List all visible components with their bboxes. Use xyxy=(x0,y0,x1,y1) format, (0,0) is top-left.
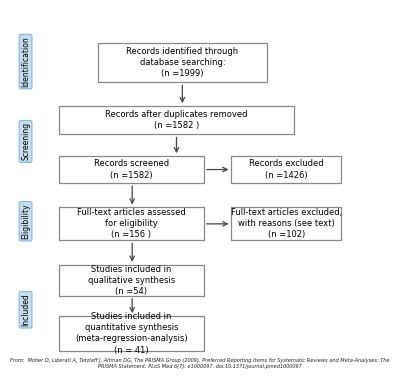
FancyBboxPatch shape xyxy=(59,316,204,351)
Text: Full-text articles excluded,
with reasons (see text)
(n =102): Full-text articles excluded, with reason… xyxy=(231,208,342,239)
FancyBboxPatch shape xyxy=(59,156,204,183)
Text: Records identified through
database searching:
(n =1999): Records identified through database sear… xyxy=(126,47,238,78)
Text: Studies included in
quantitative synthesis
(meta-regression-analysis)
(n = 41): Studies included in quantitative synthes… xyxy=(75,312,188,355)
FancyBboxPatch shape xyxy=(231,207,341,240)
Text: Included: Included xyxy=(21,293,30,326)
Text: Records excluded
(n =1426): Records excluded (n =1426) xyxy=(249,160,324,180)
FancyBboxPatch shape xyxy=(98,43,267,82)
FancyBboxPatch shape xyxy=(231,156,341,183)
FancyBboxPatch shape xyxy=(59,265,204,296)
Text: Identification: Identification xyxy=(21,36,30,87)
Text: From:  Moher D, Liberati A, Tetzlaff J, Altman DG, The PRISMA Group (2009). Pref: From: Moher D, Liberati A, Tetzlaff J, A… xyxy=(10,358,390,369)
Text: Records screened
(n =1582): Records screened (n =1582) xyxy=(94,160,169,180)
FancyBboxPatch shape xyxy=(59,106,294,135)
Text: Studies included in
qualitative synthesis
(n =54): Studies included in qualitative synthesi… xyxy=(88,265,175,296)
Text: Screening: Screening xyxy=(21,122,30,161)
Text: Full-text articles assessed
for eligibility
(n =156 ): Full-text articles assessed for eligibil… xyxy=(77,208,186,239)
Text: Eligibility: Eligibility xyxy=(21,204,30,239)
FancyBboxPatch shape xyxy=(59,207,204,240)
Text: Records after duplicates removed
(n =1582 ): Records after duplicates removed (n =158… xyxy=(105,110,248,130)
